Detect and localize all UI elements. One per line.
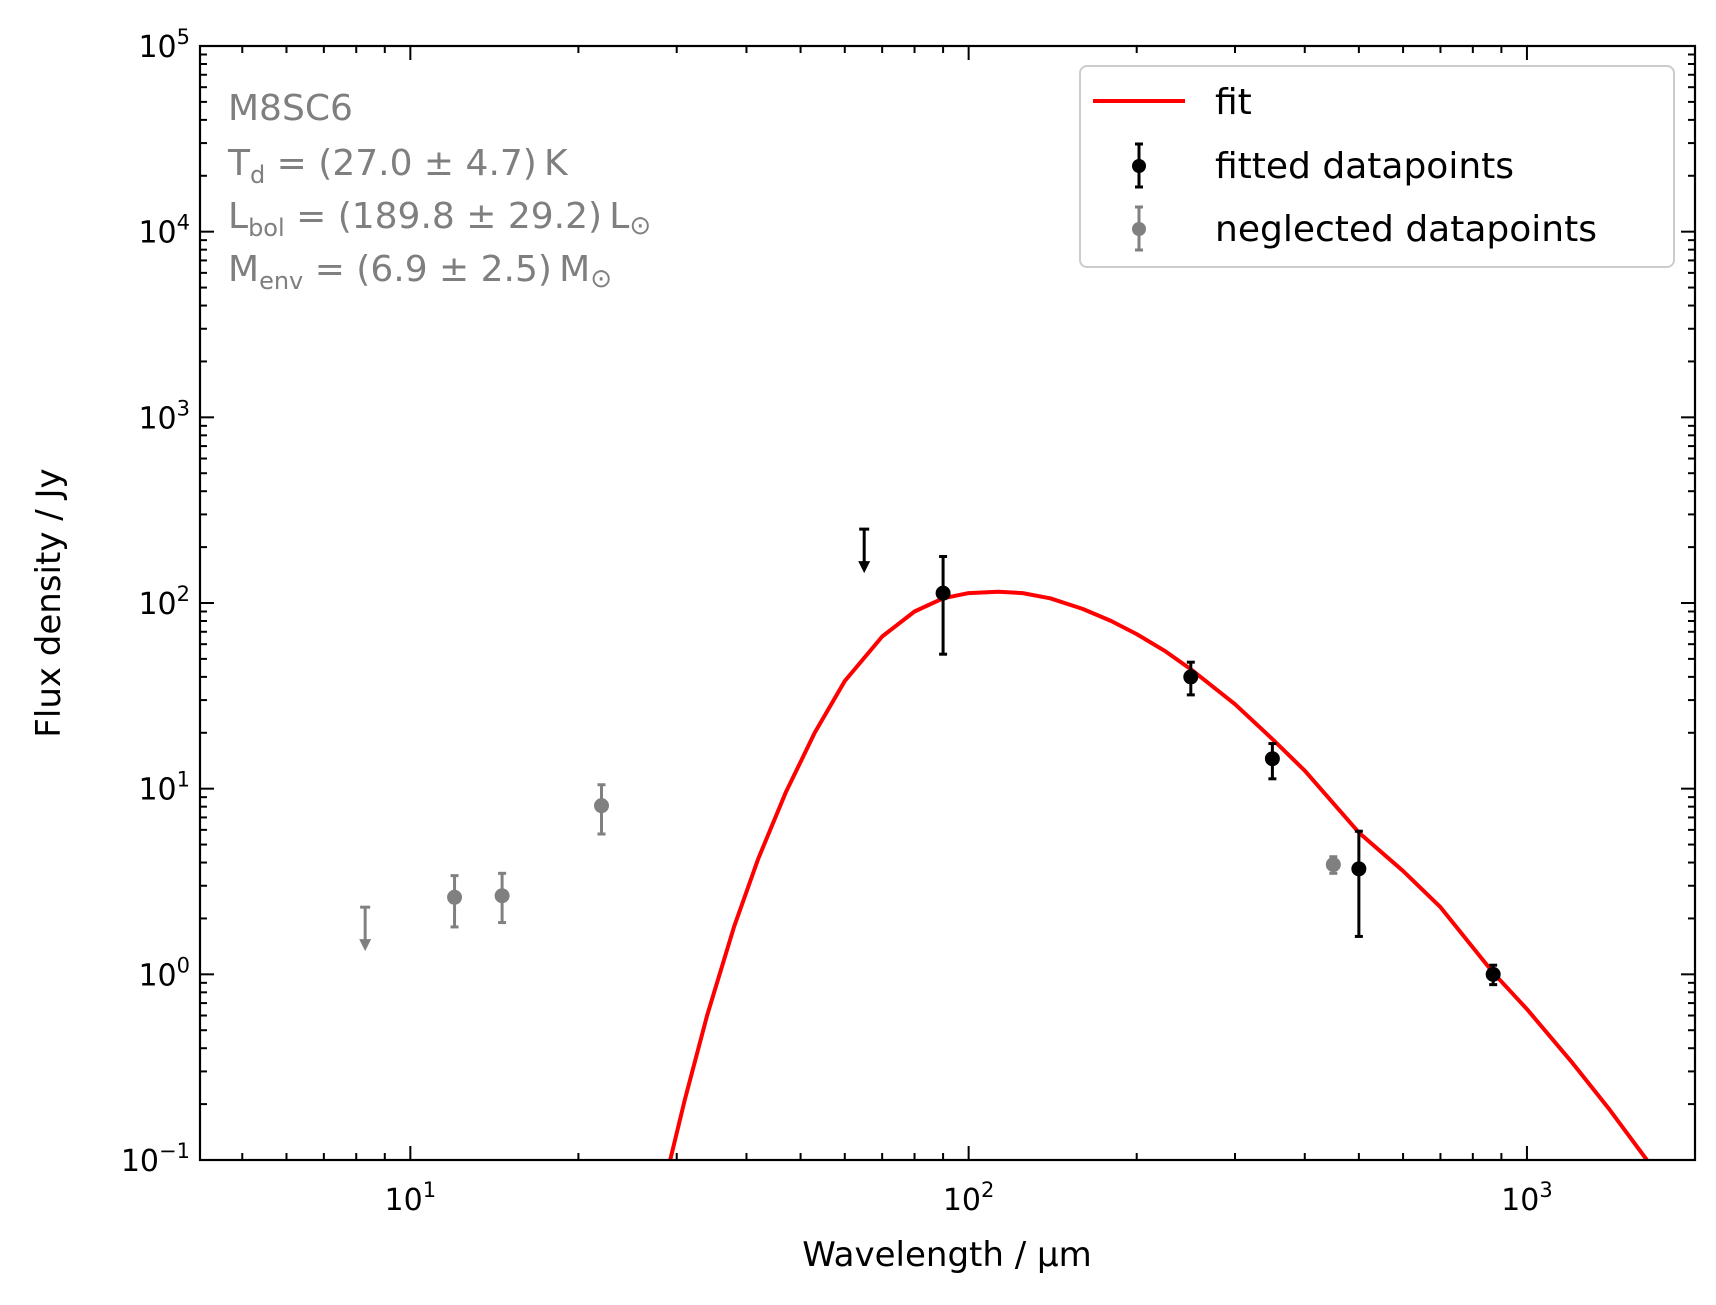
neglected-datapoint bbox=[494, 888, 510, 904]
y-tick-label: 100 bbox=[138, 953, 190, 993]
x-tick-label: 101 bbox=[385, 1178, 437, 1218]
fitted-datapoint bbox=[1351, 861, 1367, 877]
data-layer bbox=[359, 527, 1649, 1162]
upper-limit-arrow bbox=[858, 561, 871, 574]
annotation-block: M8SC6 Td = (27.0 ± 4.7) K Lbol = (189.8 … bbox=[227, 88, 651, 295]
y-tick-label: 105 bbox=[138, 25, 190, 65]
y-tick-label: 102 bbox=[138, 582, 190, 622]
y-axis-label: Flux density / Jy bbox=[29, 468, 69, 737]
fitted-datapoint bbox=[1183, 669, 1199, 685]
legend-fitted-label: fitted datapoints bbox=[1215, 146, 1514, 187]
fitted-datapoint bbox=[1485, 966, 1501, 982]
legend-neglected-marker bbox=[1132, 222, 1146, 236]
neglected-datapoint bbox=[594, 798, 610, 814]
source-name: M8SC6 bbox=[228, 88, 353, 129]
bolometric-luminosity: Lbol = (189.8 ± 29.2) L⊙ bbox=[228, 196, 651, 242]
neglected-datapoint bbox=[447, 889, 463, 905]
y-tick-label: 103 bbox=[138, 396, 190, 436]
legend-fitted-marker bbox=[1132, 159, 1146, 173]
fitted-datapoint bbox=[935, 585, 951, 601]
legend-box bbox=[1079, 65, 1675, 268]
y-tick-label: 10−1 bbox=[121, 1139, 190, 1179]
plot-frame bbox=[198, 44, 1697, 1162]
legend-neglected-label: neglected datapoints bbox=[1215, 209, 1597, 250]
neglected-datapoint bbox=[1325, 857, 1341, 873]
fit-curve bbox=[668, 589, 1649, 1162]
legend: fit fitted datapoints neglected datapoin… bbox=[1079, 65, 1675, 268]
x-tick-label: 102 bbox=[943, 1178, 995, 1218]
legend-fit-label: fit bbox=[1215, 82, 1252, 123]
y-tick-label: 101 bbox=[138, 768, 190, 808]
x-tick-label: 103 bbox=[1501, 1178, 1553, 1218]
ticks-layer: 101 102 103 10−1 100 101 102 103 104 105 bbox=[121, 25, 1696, 1218]
envelope-mass: Menv = (6.9 ± 2.5) M⊙ bbox=[228, 249, 612, 295]
upper-limit-arrow bbox=[359, 939, 372, 952]
dust-temperature: Td = (27.0 ± 4.7) K bbox=[227, 143, 569, 189]
y-tick-label: 104 bbox=[138, 211, 190, 251]
fitted-datapoint bbox=[1264, 751, 1280, 767]
x-axis-label: Wavelength / μm bbox=[802, 1235, 1092, 1275]
